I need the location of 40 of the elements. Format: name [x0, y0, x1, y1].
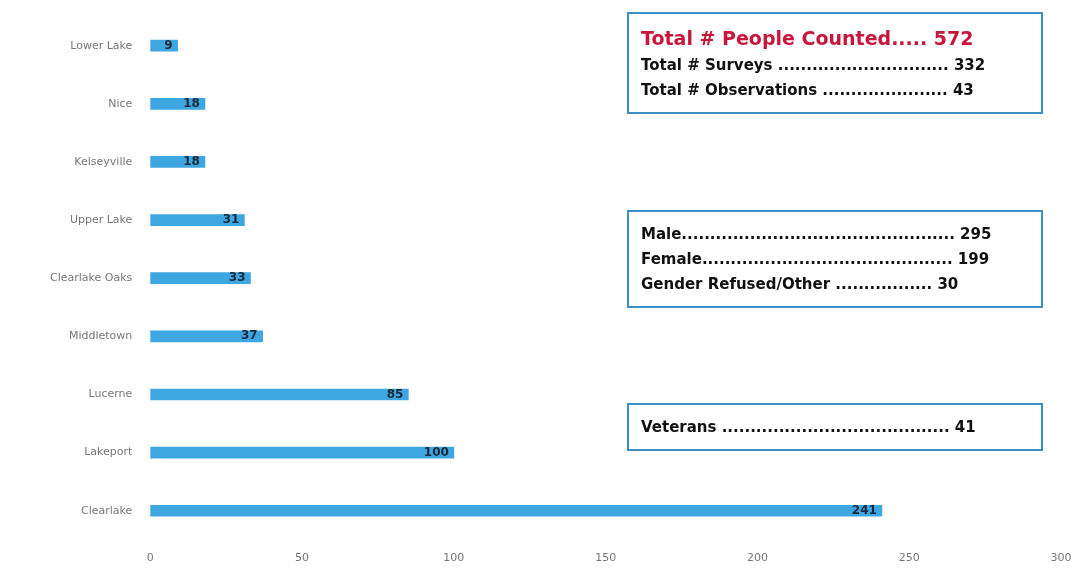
data-label: 18: [183, 154, 200, 169]
bar: [150, 388, 409, 401]
y-tick-label: Clearlake: [80, 503, 133, 517]
y-tick-label: Lakeport: [84, 445, 133, 459]
bar: [150, 504, 883, 517]
text-card: Male................................................ 295 Female............................................ 199 Gender Refused/Other ................. 30: [627, 210, 1043, 308]
text-card: Total # People Counted..... 572 Total # Surveys .............................. 332 Total # Observations ...................... 43: [627, 12, 1043, 114]
data-label: 18: [183, 95, 200, 110]
y-tick-label: Upper Lake: [69, 212, 133, 226]
annotation: Total # Surveys .............................. 332: [641, 56, 987, 74]
bar: [150, 214, 245, 226]
bar: [150, 272, 251, 285]
x-tick-label: 300: [1050, 551, 1072, 565]
y-tick-label: Nice: [108, 96, 133, 110]
data-label: 100: [423, 444, 449, 459]
y-tick-label: Lucerne: [88, 387, 133, 401]
data-label: 31: [222, 212, 240, 227]
x-tick-label: 0: [146, 551, 154, 565]
annotation: Total # People Counted..... 572: [641, 27, 975, 49]
data-label: 33: [228, 270, 246, 285]
data-label: 241: [851, 502, 877, 517]
annotation: Gender Refused/Other ................. 30: [641, 275, 960, 293]
annotation: Veterans ........................................ 41: [641, 418, 977, 436]
y-tick-label: Kelseyville: [74, 154, 133, 168]
text-card: Veterans ........................................ 41: [627, 403, 1043, 451]
x-tick-label: 100: [443, 551, 465, 565]
x-tick-label: 200: [746, 551, 768, 565]
annotation: Male................................................ 295: [641, 225, 993, 243]
bar: [150, 446, 455, 459]
data-label: 85: [386, 386, 404, 401]
y-tick-label: Middletown: [68, 329, 133, 343]
annotation: Female............................................ 199: [641, 250, 991, 268]
x-tick-label: 50: [295, 551, 310, 565]
x-tick-label: 250: [898, 551, 920, 565]
data-label: 37: [240, 328, 258, 343]
data-label: 9: [164, 37, 173, 52]
y-tick-label: Lower Lake: [70, 38, 133, 52]
x-tick-label: 150: [595, 551, 617, 565]
y-tick-label: Clearlake Oaks: [49, 271, 133, 285]
annotation: Total # Observations ...................... 43: [641, 81, 975, 99]
